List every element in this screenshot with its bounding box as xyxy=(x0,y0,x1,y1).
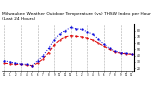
Text: Milwaukee Weather Outdoor Temperature (vs) THSW Index per Hour (Last 24 Hours): Milwaukee Weather Outdoor Temperature (v… xyxy=(2,12,150,21)
